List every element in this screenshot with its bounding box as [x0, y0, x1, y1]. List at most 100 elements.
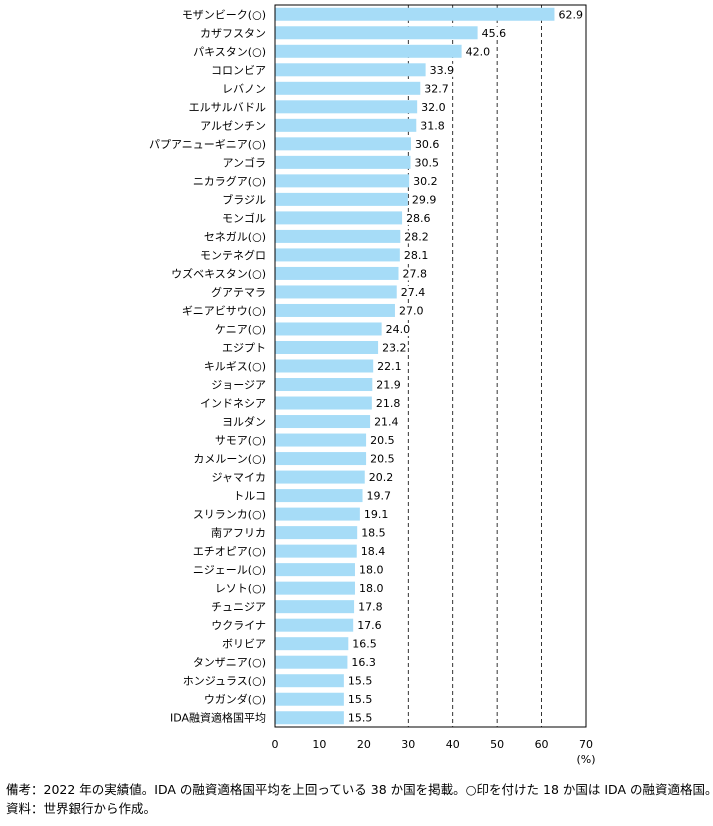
value-label: 42.0: [466, 45, 491, 58]
value-label: 29.9: [412, 193, 437, 206]
value-label: 17.8: [358, 601, 383, 614]
value-label: 31.8: [420, 119, 445, 132]
note-remarks: 備考：2022 年の実績値。IDA の融資適格国平均を上回っている 38 か国を…: [6, 782, 713, 797]
value-label-background: [360, 526, 387, 540]
category-label: ヨルダン: [222, 415, 266, 429]
bar: [275, 322, 382, 336]
value-label: 15.5: [348, 712, 373, 725]
value-label: 62.9: [558, 8, 583, 21]
bar: [275, 266, 399, 280]
category-label: ギニアビサウ(○): [182, 304, 266, 317]
category-label: ボリビア: [222, 638, 266, 651]
bar: [275, 452, 367, 466]
bar: [275, 211, 403, 225]
category-label: コロンビア: [211, 64, 266, 77]
value-label-background: [420, 100, 447, 114]
bar: [275, 44, 462, 58]
value-label: 30.6: [415, 138, 440, 151]
bar: [275, 526, 358, 540]
category-label: トルコ: [233, 490, 266, 503]
value-label-background: [464, 45, 492, 59]
value-label-background: [346, 674, 374, 688]
value-label-background: [428, 63, 456, 77]
value-label: 33.9: [430, 64, 455, 77]
category-label: ジャマイカ: [212, 471, 266, 484]
category-label: カザフスタン: [200, 27, 266, 40]
category-label: アルゼンチン: [200, 119, 266, 132]
value-label-background: [384, 322, 412, 336]
bar: [275, 137, 411, 151]
value-label-background: [346, 693, 374, 707]
category-label: ブラジル: [222, 192, 266, 206]
value-label: 21.4: [374, 416, 399, 429]
value-label-background: [362, 508, 390, 522]
value-label: 24.0: [386, 323, 411, 336]
x-tick-label: 50: [490, 738, 504, 751]
category-label: ウガンダ(○): [204, 692, 266, 706]
bar: [275, 581, 355, 595]
category-label: ウクライナ: [211, 619, 266, 632]
category-label: レソト(○): [215, 582, 266, 595]
value-label-background: [357, 563, 385, 577]
value-label-background: [375, 378, 402, 392]
x-tick-label: 0: [272, 738, 279, 751]
category-label: セネガル(○): [204, 230, 266, 243]
category-label: サモア(○): [215, 434, 266, 447]
category-label: パプアニューギニア(○): [149, 138, 266, 151]
bar: [275, 285, 397, 299]
category-label: モンテネグロ: [200, 248, 266, 262]
bar: [275, 544, 357, 558]
value-label: 19.7: [367, 490, 392, 503]
bar-chart: 62.9 45.6 42.0 33.9 32.7 32.0 31.8 30.6 30.5 30.2…: [149, 4, 596, 766]
bar: [275, 359, 374, 373]
value-label: 18.0: [359, 582, 384, 595]
category-label: タンザニア(○): [193, 656, 266, 669]
category-label: ニカラグア(○): [193, 174, 266, 188]
bar: [275, 7, 555, 21]
value-label: 18.4: [361, 545, 386, 558]
category-label: エルサルバドル: [189, 101, 266, 114]
value-label: 19.1: [364, 508, 389, 521]
bar: [275, 81, 421, 95]
value-label: 27.0: [399, 304, 424, 317]
value-label-background: [412, 174, 439, 188]
x-tick-label: 70: [579, 738, 593, 751]
value-label-background: [480, 26, 508, 40]
bar: [275, 155, 411, 169]
chart-notes: 備考：2022 年の実績値。IDA の融資適格国平均を上回っている 38 か国を…: [6, 780, 713, 818]
value-label: 15.5: [348, 675, 373, 688]
value-label: 32.7: [424, 82, 449, 95]
bar: [275, 26, 478, 40]
category-label: ジョージア: [211, 379, 266, 392]
value-label: 17.6: [357, 619, 382, 632]
bar: [275, 303, 395, 317]
category-label: チュニジア: [211, 601, 266, 614]
value-label: 22.1: [377, 360, 402, 373]
category-label: エジプト: [222, 341, 266, 354]
bar: [275, 63, 426, 77]
bar: [275, 340, 379, 354]
value-label-background: [399, 285, 427, 299]
category-label: エチオピア(○): [193, 545, 266, 558]
value-label-background: [413, 156, 441, 170]
value-label-background: [413, 137, 441, 151]
x-unit-label: (%): [576, 753, 595, 766]
bar: [275, 600, 355, 614]
category-label: 南アフリカ: [211, 527, 266, 540]
value-label: 21.8: [376, 397, 401, 410]
value-label-background: [350, 656, 377, 670]
value-label: 27.8: [403, 267, 428, 280]
value-label-background: [403, 230, 430, 244]
category-label: ウズベキスタン(○): [171, 266, 266, 280]
value-label-background: [369, 434, 396, 448]
value-label-background: [405, 211, 432, 225]
value-label-background: [401, 267, 429, 281]
category-label: カメルーン(○): [193, 453, 266, 466]
bar: [275, 637, 349, 651]
bars: [275, 7, 555, 725]
x-tick-label: 10: [312, 738, 326, 751]
x-tick-label: 30: [401, 738, 415, 751]
bar: [275, 433, 367, 447]
category-label: IDA融資適格国平均: [170, 711, 266, 725]
value-label: 15.5: [348, 693, 373, 706]
